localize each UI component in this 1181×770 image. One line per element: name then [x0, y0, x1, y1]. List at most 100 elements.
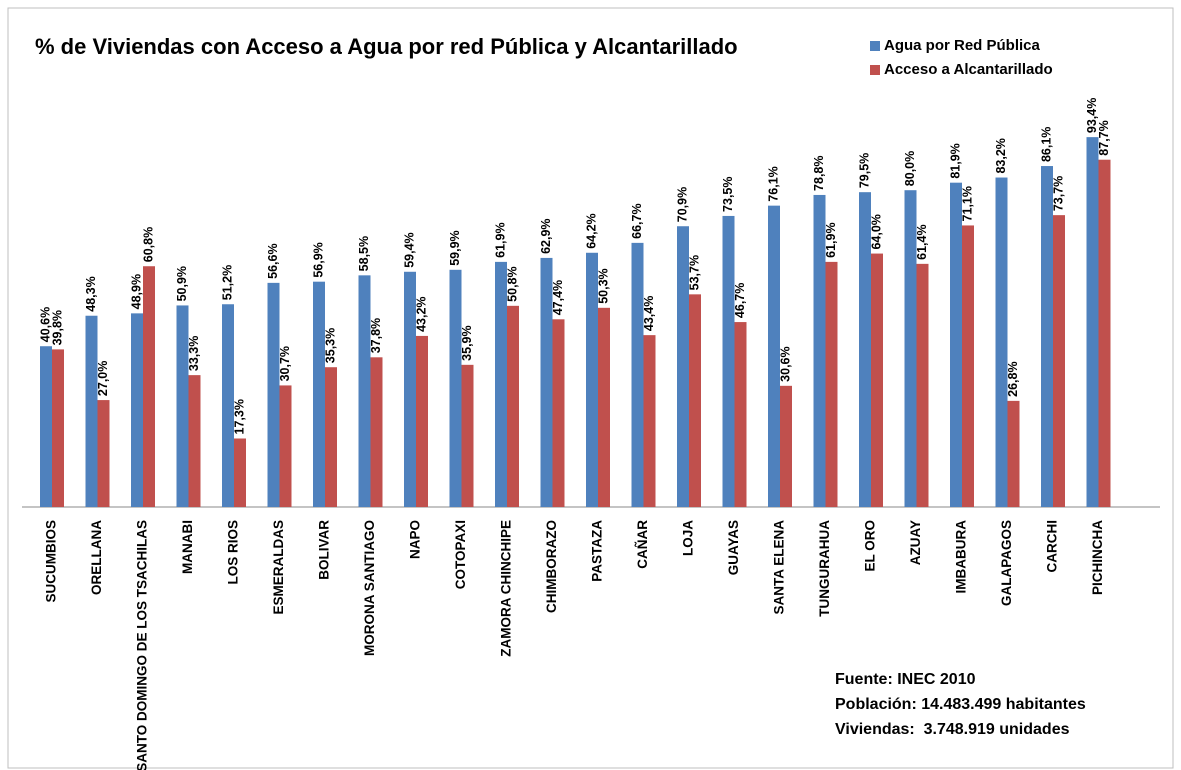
bar — [734, 322, 747, 507]
bar — [552, 319, 565, 507]
bar — [85, 315, 98, 507]
value-label: 27,0% — [96, 361, 110, 396]
bar — [904, 190, 917, 507]
bar — [52, 349, 64, 507]
value-label: 30,7% — [278, 346, 292, 381]
bar — [1098, 159, 1111, 507]
legend-label: Acceso a Alcantarillado — [884, 61, 1053, 78]
legend-swatch — [870, 41, 880, 51]
bar — [507, 305, 519, 507]
annotation: Fuente: INEC 2010 — [835, 671, 976, 688]
bar — [131, 313, 143, 507]
value-label: 43,2% — [414, 296, 428, 331]
bar — [370, 357, 383, 507]
bar — [40, 346, 52, 507]
x-tick-label: MORONA SANTIAGO — [362, 520, 377, 656]
value-label: 47,4% — [551, 280, 565, 315]
value-label: 17,3% — [232, 399, 246, 434]
x-tick-label: BOLIVAR — [317, 520, 332, 580]
x-tick-label: GALAPAGOS — [999, 520, 1014, 606]
value-label: 48,9% — [129, 274, 143, 309]
x-tick-label: SANTO DOMINGO DE LOS TSACHILAS — [135, 520, 150, 770]
bar — [358, 275, 371, 507]
bar — [1007, 400, 1020, 507]
value-label: 35,9% — [460, 325, 474, 360]
bar — [461, 364, 474, 507]
bar — [677, 226, 689, 507]
value-label: 66,7% — [630, 203, 644, 238]
x-tick-label: LOS RIOS — [226, 520, 241, 585]
value-label: 37,8% — [369, 318, 383, 353]
value-label: 79,5% — [857, 153, 871, 188]
bar — [598, 307, 610, 507]
x-tick-label: SUCUMBIOS — [44, 520, 59, 603]
x-tick-label: SANTA ELENA — [772, 520, 787, 615]
bar — [279, 385, 292, 507]
value-label: 76,1% — [766, 166, 780, 201]
x-tick-label: CARCHI — [1045, 520, 1060, 573]
x-tick-label: CHIMBORAZO — [544, 520, 559, 613]
bar — [325, 367, 337, 507]
bar — [1053, 215, 1065, 507]
value-label: 78,8% — [812, 155, 826, 190]
bar — [1041, 166, 1053, 507]
value-label: 81,9% — [948, 143, 962, 178]
annotation: Viviendas: 3.748.919 unidades — [835, 721, 1070, 738]
x-tick-label: ESMERALDAS — [271, 520, 286, 615]
value-label: 43,4% — [642, 296, 656, 331]
bar — [950, 182, 962, 507]
x-tick-label: TUNGURAHUA — [817, 520, 832, 617]
x-tick-label: ZAMORA CHINCHIPE — [499, 520, 514, 657]
value-label: 30,6% — [778, 346, 792, 381]
value-label: 86,1% — [1039, 127, 1053, 162]
bar — [916, 263, 929, 507]
x-tick-label: MANABI — [180, 520, 195, 574]
bar — [643, 335, 656, 507]
value-label: 46,7% — [733, 283, 747, 318]
value-label: 61,9% — [493, 222, 507, 257]
value-label: 71,1% — [960, 186, 974, 221]
value-label: 87,7% — [1097, 120, 1111, 155]
bar — [825, 261, 838, 507]
legend-swatch — [870, 65, 880, 75]
value-label: 60,8% — [141, 227, 155, 262]
bar — [222, 304, 234, 507]
value-label: 50,8% — [505, 266, 519, 301]
value-label: 61,4% — [915, 224, 929, 259]
x-tick-label: PICHINCHA — [1090, 520, 1105, 595]
value-label: 58,5% — [357, 236, 371, 271]
chart-title: % de Viviendas con Acceso a Agua por red… — [35, 34, 738, 59]
bar — [97, 400, 110, 507]
bar — [813, 194, 826, 507]
value-label: 73,5% — [721, 176, 735, 211]
bar — [313, 281, 325, 507]
value-label: 35,3% — [323, 328, 337, 363]
value-label: 56,6% — [266, 243, 280, 278]
bar — [234, 438, 246, 507]
bar — [449, 269, 462, 507]
x-tick-label: PASTAZA — [590, 520, 605, 582]
bar — [540, 257, 553, 507]
value-label: 53,7% — [687, 255, 701, 290]
bar — [143, 266, 155, 507]
value-label: 59,4% — [402, 232, 416, 267]
x-tick-label: LOJA — [681, 520, 696, 556]
bar — [631, 242, 644, 508]
bar — [586, 252, 598, 507]
value-label: 48,3% — [84, 276, 98, 311]
value-label: 80,0% — [903, 151, 917, 186]
value-label: 59,9% — [448, 230, 462, 265]
bar — [689, 294, 701, 507]
bar — [871, 253, 883, 507]
bar — [404, 271, 416, 507]
bar — [859, 192, 871, 507]
value-label: 33,3% — [187, 336, 201, 371]
value-label: 62,9% — [539, 218, 553, 253]
value-label: 73,7% — [1051, 176, 1065, 211]
value-label: 26,8% — [1006, 361, 1020, 396]
bar — [416, 335, 428, 507]
value-label: 56,9% — [311, 242, 325, 277]
value-label: 50,9% — [175, 266, 189, 301]
value-label: 70,9% — [675, 187, 689, 222]
